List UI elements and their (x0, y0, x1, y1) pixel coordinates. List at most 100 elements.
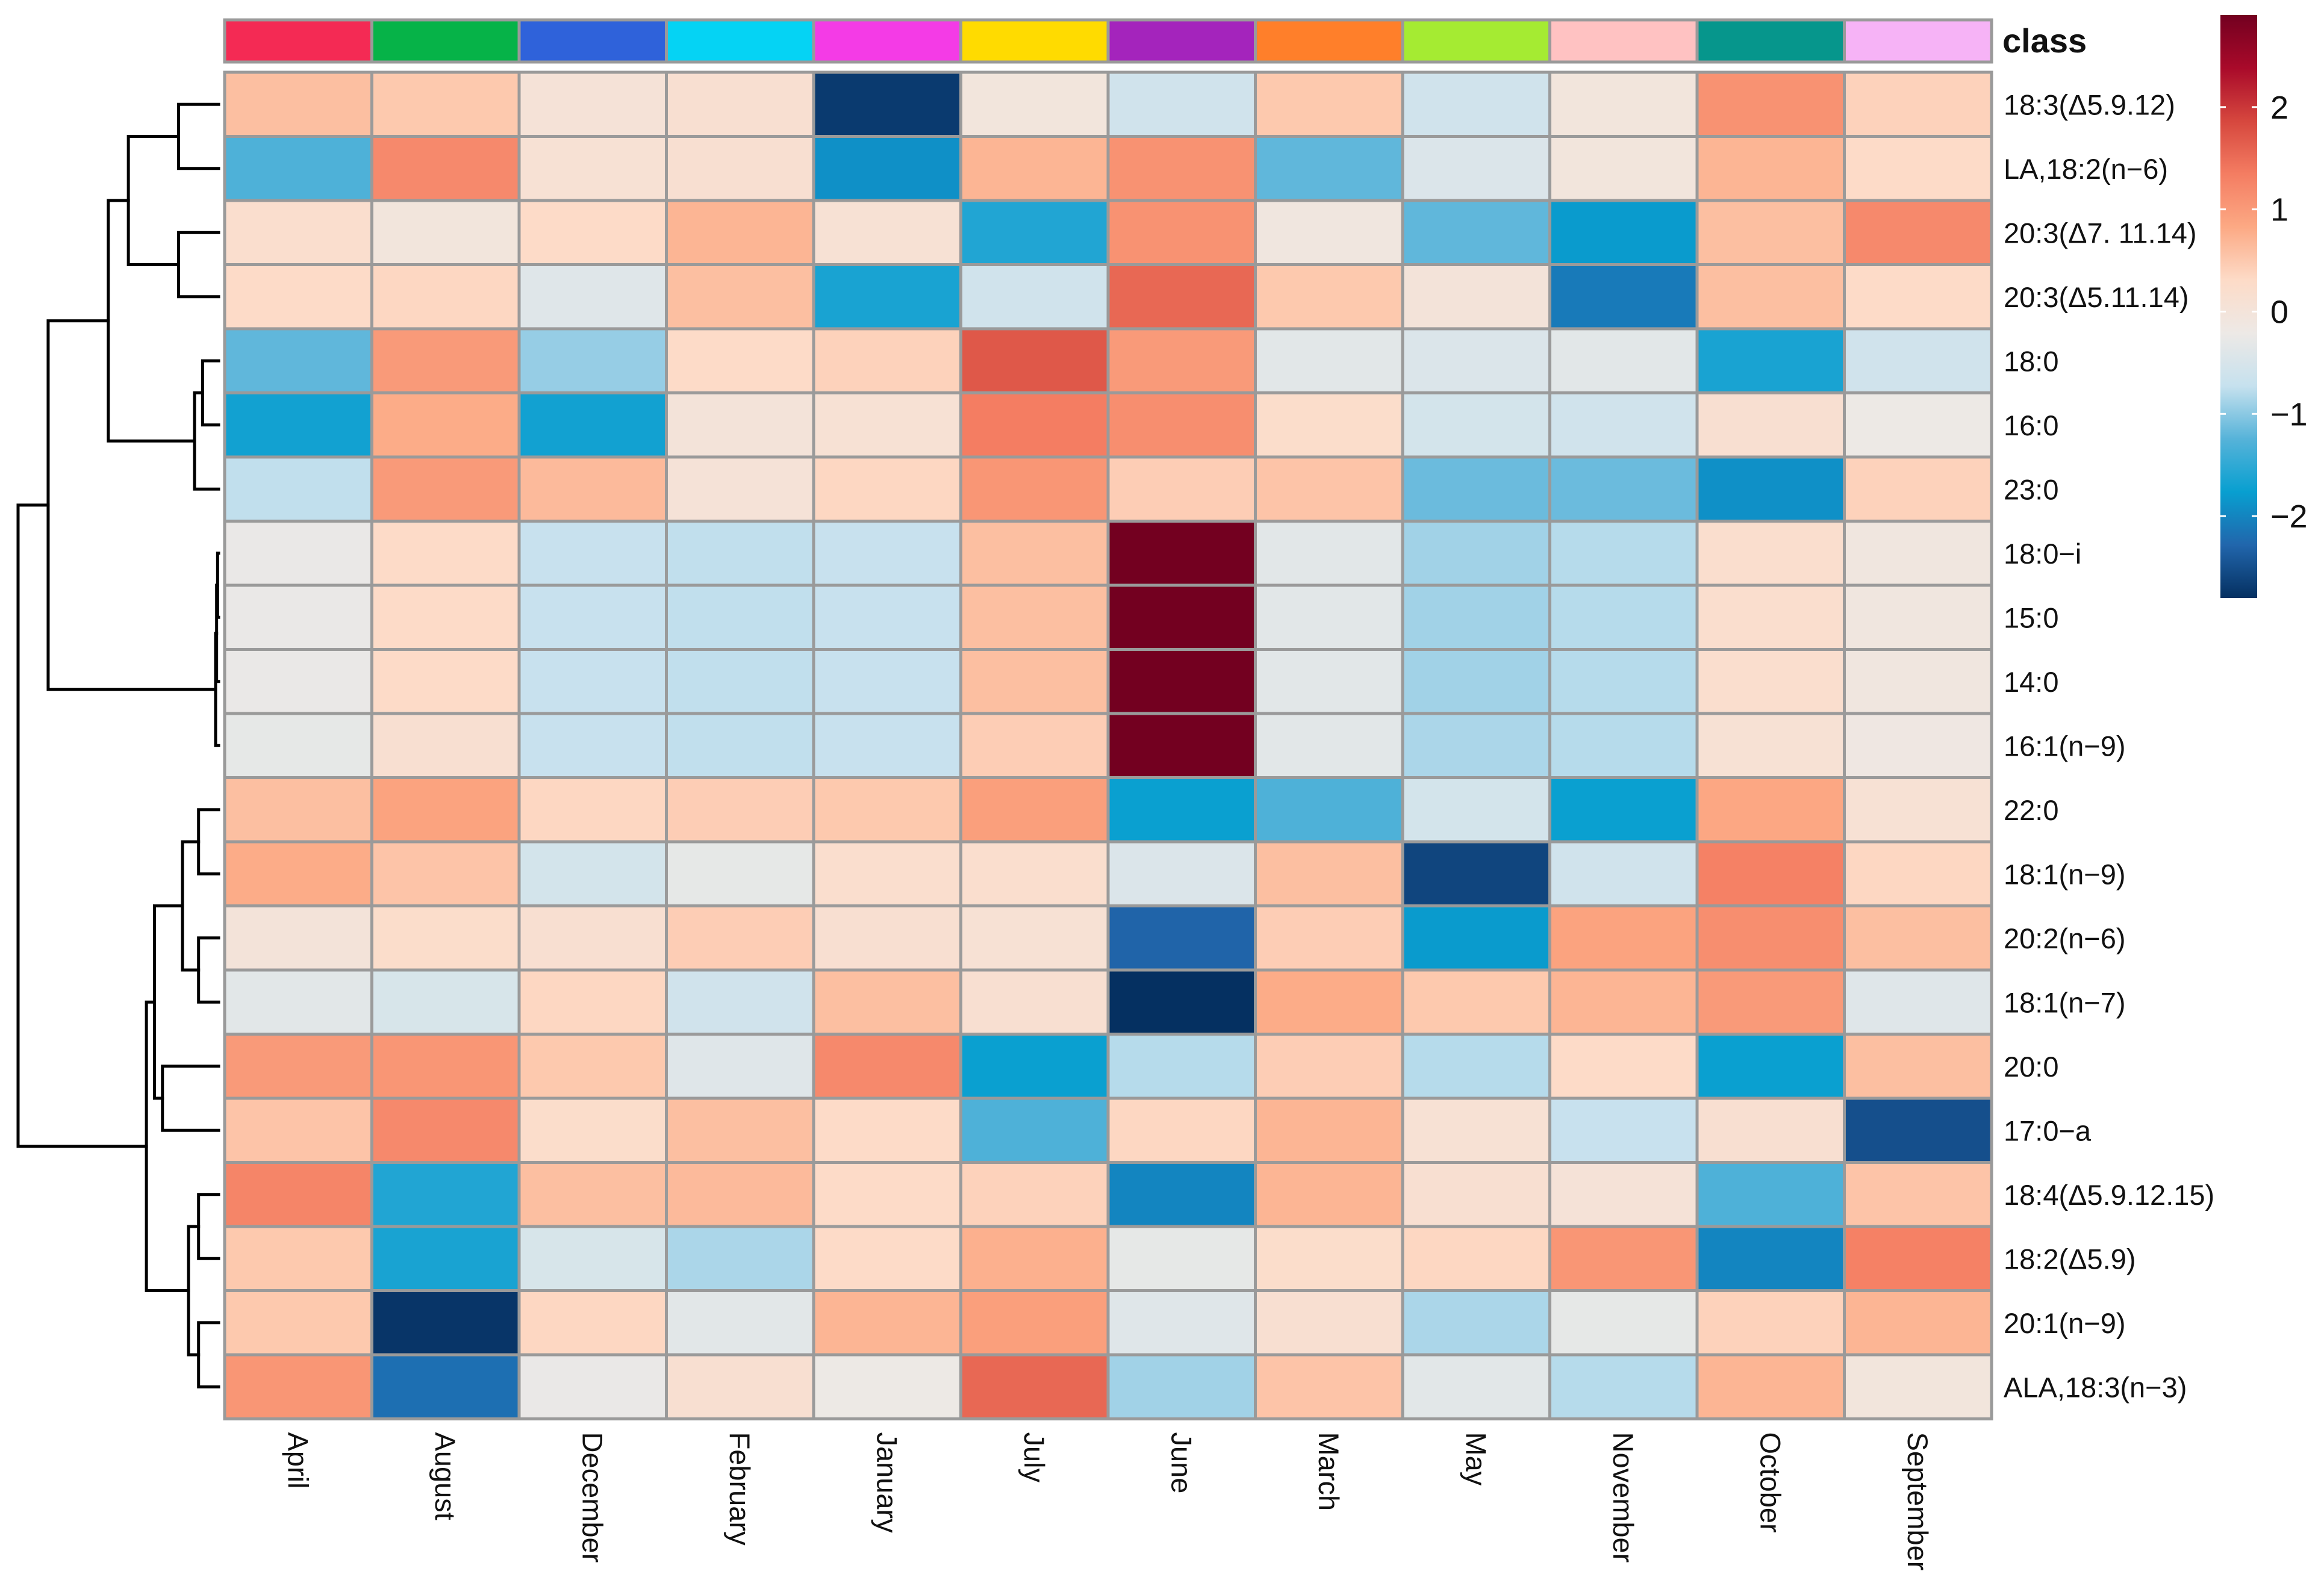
cell-18-0-february (665, 327, 815, 394)
row-label-20-0: 20:0 (2004, 1051, 2058, 1083)
cell-17-0-a-june (1106, 1096, 1257, 1164)
cell-22-0-march (1254, 776, 1404, 844)
cell-18-2-5-9-october (1695, 1225, 1846, 1292)
column-label-march: March (1313, 1432, 1345, 1511)
color-scale-bar (2220, 15, 2257, 598)
cell-18-0-august (370, 327, 521, 394)
cell-18-1-n-7-january (812, 968, 962, 1036)
cell-20-2-n-6-july (959, 904, 1110, 972)
cell-18-3-5-9-12-september (1843, 70, 1993, 138)
cell-18-3-5-9-12-november (1548, 70, 1699, 138)
cell-18-4-5-9-12-15-march (1254, 1161, 1404, 1228)
cell-18-1-n-9-april (223, 840, 373, 907)
cell-16-1-n-9-february (665, 712, 815, 779)
cell-20-2-n-6-january (812, 904, 962, 972)
heatmap-cells (223, 70, 1993, 1420)
dendro-link-13 (181, 840, 201, 972)
class-swatch-february (665, 18, 815, 64)
cell-18-1-n-9-february (665, 840, 815, 907)
cell-20-0-march (1254, 1033, 1404, 1100)
cell-17-0-a-september (1843, 1096, 1993, 1164)
cell-18-3-5-9-12-july (959, 70, 1110, 138)
scale-tick-label-3: −1 (2270, 396, 2308, 432)
class-swatch-may (1401, 18, 1551, 64)
dendro-link-12 (197, 936, 220, 1004)
cell-la-18-2-n-6-may (1401, 135, 1551, 202)
cell-18-3-5-9-12-october (1695, 70, 1846, 138)
cell-18-0-june (1106, 327, 1257, 394)
cell-16-1-n-9-june (1106, 712, 1257, 779)
cell-16-0-april (223, 391, 373, 459)
cell-15-0-january (812, 583, 962, 651)
cell-20-0-july (959, 1033, 1110, 1100)
cell-22-0-july (959, 776, 1110, 844)
row-label-18-0: 18:0 (2004, 345, 2058, 377)
cell-17-0-a-august (370, 1096, 521, 1164)
cell-18-1-n-7-june (1106, 968, 1257, 1036)
dendro-root (16, 503, 148, 1148)
cell-18-4-5-9-12-15-may (1401, 1161, 1551, 1228)
cell-17-0-a-march (1254, 1096, 1404, 1164)
cell-ala-18-3-n-3-september (1843, 1353, 1993, 1420)
cell-22-0-october (1695, 776, 1846, 844)
cell-20-3-5-11-14-august (370, 263, 521, 331)
scale-tick-label-1: 1 (2270, 192, 2288, 228)
cell-18-4-5-9-12-15-february (665, 1161, 815, 1228)
cell-23-0-october (1695, 455, 1846, 523)
cell-16-1-n-9-november (1548, 712, 1699, 779)
cell-20-1-n-9-september (1843, 1289, 1993, 1357)
cell-18-3-5-9-12-february (665, 70, 815, 138)
cell-16-1-n-9-august (370, 712, 521, 779)
cell-23-0-december (517, 455, 668, 523)
cell-18-1-n-9-january (812, 840, 962, 907)
row-label-17-0-a: 17:0−a (2004, 1115, 2092, 1146)
row-labels: 18:3(Δ5.9.12) LA,18:2(n−6) 20:3(Δ7. 11.14)… (2004, 89, 2214, 1403)
cell-22-0-june (1106, 776, 1257, 844)
row-label-23-0: 23:0 (2004, 473, 2058, 505)
cell-ala-18-3-n-3-december (517, 1353, 668, 1420)
cell-16-0-january (812, 391, 962, 459)
cell-20-0-february (665, 1033, 815, 1100)
cell-18-1-n-7-may (1401, 968, 1551, 1036)
color-scale-legend: 2 1 0 −1 −2 (2220, 15, 2308, 598)
column-label-july: July (1018, 1432, 1050, 1483)
cell-15-0-may (1401, 583, 1551, 651)
cell-20-3-7-11-14-april (223, 199, 373, 266)
cell-la-18-2-n-6-june (1106, 135, 1257, 202)
cell-18-0-i-october (1695, 520, 1846, 587)
cell-18-3-5-9-12-may (1401, 70, 1551, 138)
cell-18-1-n-9-august (370, 840, 521, 907)
cell-20-1-n-9-may (1401, 1289, 1551, 1357)
cell-14-0-december (517, 648, 668, 715)
cell-20-3-5-11-14-february (665, 263, 815, 331)
dendro-link-10 (46, 319, 217, 691)
cell-18-1-n-9-october (1695, 840, 1846, 907)
class-swatch-august (370, 18, 521, 64)
dendro-link-15 (152, 904, 184, 1100)
cell-20-2-n-6-august (370, 904, 521, 972)
dendro-link-1 (176, 102, 220, 170)
cell-ala-18-3-n-3-january (812, 1353, 962, 1420)
cell-20-1-n-9-april (223, 1289, 373, 1357)
cell-18-0-march (1254, 327, 1404, 394)
cell-ala-18-3-n-3-april (223, 1353, 373, 1420)
cell-16-0-march (1254, 391, 1404, 459)
cell-14-0-august (370, 648, 521, 715)
column-label-december: December (576, 1432, 608, 1563)
annotation-title: class (2002, 22, 2087, 60)
cell-20-3-5-11-14-may (1401, 263, 1551, 331)
cell-17-0-a-november (1548, 1096, 1699, 1164)
column-label-april: April (282, 1432, 314, 1489)
cell-la-18-2-n-6-october (1695, 135, 1846, 202)
row-label-16-0: 16:0 (2004, 409, 2058, 441)
cell-14-0-july (959, 648, 1110, 715)
cell-18-2-5-9-april (223, 1225, 373, 1292)
cell-16-0-july (959, 391, 1110, 459)
row-label-18-3-5-9-12: 18:3(Δ5.9.12) (2004, 89, 2175, 120)
cell-20-3-5-11-14-march (1254, 263, 1404, 331)
cell-22-0-november (1548, 776, 1699, 844)
dendro-link-2 (176, 231, 220, 299)
cell-22-0-december (517, 776, 668, 844)
cell-18-3-5-9-12-april (223, 70, 373, 138)
